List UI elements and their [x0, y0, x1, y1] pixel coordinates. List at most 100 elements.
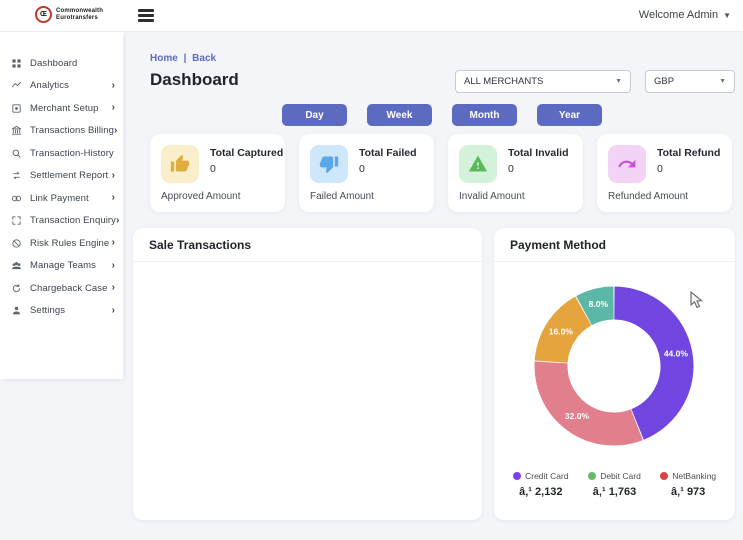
- sidebar-item-transactions-billing[interactable]: Transactions Billing ›: [0, 120, 123, 143]
- stat-card-total-failed: Total Failed 0 Failed Amount: [299, 134, 434, 212]
- chevron-right-icon: ›: [111, 169, 115, 181]
- currency-select[interactable]: GBP ▼: [645, 70, 735, 93]
- legend-dot-icon: [588, 472, 597, 480]
- day-button[interactable]: Day: [282, 104, 347, 126]
- chevron-right-icon: ›: [111, 192, 115, 204]
- legend-dot-icon: [660, 472, 669, 480]
- sidebar-item-label: Transactions Billing: [30, 125, 115, 137]
- sale-transactions-chart-area: [133, 262, 482, 520]
- breadcrumb-back-link[interactable]: Back: [192, 53, 217, 64]
- sidebar-item-risk-rules-engine[interactable]: Risk Rules Engine ›: [0, 232, 123, 255]
- year-button[interactable]: Year: [537, 104, 602, 126]
- month-button[interactable]: Month: [452, 104, 517, 126]
- donut-slice-label: 16.0%: [549, 326, 574, 336]
- breadcrumb-home-link[interactable]: Home: [150, 53, 178, 64]
- payment-method-donut-chart[interactable]: 44.0% 32.0% 16.0% 8.0%: [529, 281, 699, 451]
- stat-value: 0: [657, 163, 663, 175]
- legend-amount: â‚¹ 973: [671, 486, 706, 498]
- currency-select-value: GBP: [654, 76, 675, 87]
- payment-method-title: Payment Method: [494, 228, 735, 262]
- stat-subtitle: Failed Amount: [310, 191, 374, 202]
- donut-slice-1[interactable]: [534, 361, 643, 446]
- legend-amount: â‚¹ 1,763: [592, 486, 637, 498]
- donut-slice-label: 8.0%: [589, 299, 609, 309]
- stat-title: Total Refund: [657, 147, 721, 159]
- stat-card-row: Total Captured 0 Approved Amount Total Fail…: [150, 134, 732, 212]
- legend-dot-icon: [513, 472, 522, 480]
- chevron-right-icon: ›: [111, 237, 115, 249]
- brand-logo: Œ Commonwealth Eurotransfers: [35, 6, 103, 23]
- hamburger-menu-icon[interactable]: [138, 9, 154, 23]
- select-arrow-icon: ▼: [719, 78, 726, 85]
- sidebar-item-transaction-history[interactable]: Transaction-History: [0, 142, 123, 165]
- sidebar-item-label: Transaction-History: [30, 147, 114, 159]
- analytics-trend-icon: [11, 82, 22, 88]
- welcome-label: Welcome Admin: [638, 9, 719, 21]
- sidebar-item-label: Transaction Enquiry: [30, 215, 117, 227]
- link-icon: [11, 195, 22, 201]
- donut-slice-2[interactable]: [534, 296, 592, 364]
- payment-method-panel: Payment Method 44.0% 32.0% 16.0% 8.0% Credi…: [494, 228, 735, 520]
- legend-item-debit-card[interactable]: Debit Card â‚¹ 1,763: [578, 471, 652, 498]
- stat-value: 0: [210, 163, 216, 175]
- stat-title: Total Invalid: [508, 147, 569, 159]
- dashboard-grid-icon: [12, 59, 21, 68]
- chevron-down-icon: ▼: [723, 10, 731, 20]
- topbar: Œ Commonwealth Eurotransfers Welcome Adm…: [0, 0, 743, 32]
- welcome-admin-menu[interactable]: Welcome Admin ▼: [639, 9, 731, 21]
- block-icon: [12, 239, 21, 248]
- donut-legend: Credit Card â‚¹ 2,132 Debit Card â‚¹ 1,763 N…: [494, 471, 735, 498]
- period-button-row: Day Week Month Year: [282, 104, 602, 126]
- search-icon: [12, 149, 21, 158]
- sidebar-item-analytics[interactable]: Analytics ›: [0, 75, 123, 98]
- sidebar-item-settings[interactable]: Settings ›: [0, 300, 123, 323]
- legend-item-netbanking[interactable]: NetBanking â‚¹ 973: [651, 471, 725, 498]
- sidebar-item-chargeback-case[interactable]: Chargeback Case ›: [0, 277, 123, 300]
- sidebar-item-dashboard[interactable]: Dashboard: [0, 52, 123, 75]
- teams-icon: [12, 262, 21, 270]
- chevron-right-icon: ›: [111, 79, 115, 91]
- sync-icon: [13, 172, 20, 180]
- sidebar-item-link-payment[interactable]: Link Payment ›: [0, 187, 123, 210]
- chevron-right-icon: ›: [116, 214, 120, 226]
- stat-title: Total Failed: [359, 147, 417, 159]
- stat-card-total-refund: Total Refund 0 Refunded Amount: [597, 134, 732, 212]
- merchant-select[interactable]: ALL MERCHANTS ▼: [455, 70, 631, 93]
- chevron-right-icon: ›: [111, 282, 115, 294]
- week-button[interactable]: Week: [367, 104, 432, 126]
- brand-name: Commonwealth Eurotransfers: [56, 7, 104, 21]
- sidebar-item-label: Settings: [30, 305, 66, 317]
- breadcrumb: Home | Back: [150, 53, 216, 64]
- page-title: Dashboard: [150, 70, 239, 89]
- sale-transactions-title: Sale Transactions: [133, 228, 482, 262]
- chevron-right-icon: ›: [111, 304, 115, 316]
- legend-amount: â‚¹ 2,132: [519, 486, 563, 498]
- stat-value: 0: [359, 163, 365, 175]
- donut-slice-0[interactable]: [613, 286, 694, 440]
- stat-title: Total Captured: [210, 147, 284, 159]
- legend-label: Debit Card: [600, 471, 641, 481]
- sidebar-item-settlement-report[interactable]: Settlement Report ›: [0, 165, 123, 188]
- sidebar-item-label: Dashboard: [30, 57, 78, 69]
- stat-card-total-invalid: Total Invalid 0 Invalid Amount: [448, 134, 583, 212]
- legend-item-credit-card[interactable]: Credit Card â‚¹ 2,132: [504, 471, 578, 498]
- warning-icon: [459, 145, 497, 183]
- sidebar-item-merchant-setup[interactable]: Merchant Setup ›: [0, 97, 123, 120]
- chevron-right-icon: ›: [111, 102, 115, 114]
- sidebar-item-label: Settlement Report: [30, 170, 109, 182]
- chevron-right-icon: ›: [111, 259, 115, 271]
- sidebar-item-manage-teams[interactable]: Manage Teams ›: [0, 255, 123, 278]
- thumbs-down-icon: [310, 145, 348, 183]
- merchant-setup-icon: [12, 104, 21, 113]
- bank-icon: [11, 126, 22, 135]
- legend-label: Credit Card: [525, 471, 569, 481]
- donut-slice-label: 32.0%: [565, 411, 590, 421]
- sidebar-item-transaction-enquiry[interactable]: Transaction Enquiry ›: [0, 210, 123, 233]
- thumbs-up-icon: [161, 145, 199, 183]
- merchant-select-value: ALL MERCHANTS: [464, 76, 544, 87]
- stat-subtitle: Refunded Amount: [608, 191, 689, 202]
- donut-slice-3[interactable]: [576, 286, 615, 326]
- refresh-icon: [12, 283, 21, 292]
- sidebar-item-label: Chargeback Case: [30, 282, 108, 294]
- sidebar-item-label: Manage Teams: [30, 260, 96, 272]
